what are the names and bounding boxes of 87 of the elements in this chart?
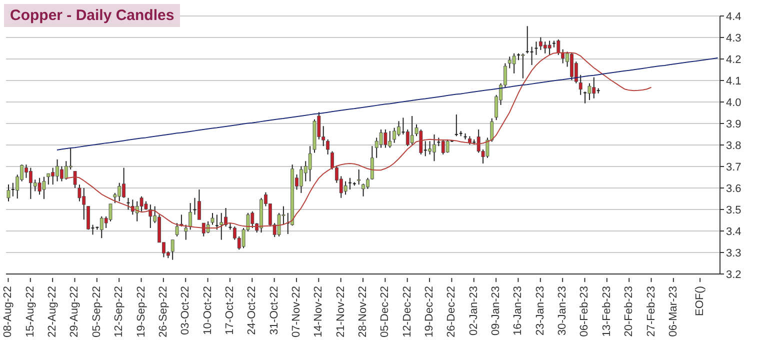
- candlestick: [11, 182, 14, 197]
- candlestick: [206, 220, 210, 234]
- x-tick-label: 20-Feb-23: [623, 286, 636, 337]
- x-tick-label: 27-Feb-23: [645, 286, 658, 337]
- candlestick: [188, 202, 192, 230]
- candlestick: [410, 115, 414, 146]
- x-tick-label: 31-Oct-22: [268, 286, 280, 335]
- candlestick: [175, 222, 179, 237]
- x-tick-label: 21-Nov-22: [334, 286, 347, 338]
- candlestick: [402, 117, 405, 135]
- candlestick: [428, 140, 432, 155]
- x-tick-label: 26-Dec-22: [446, 286, 458, 338]
- x-tick-label: 03-Oct-22: [180, 286, 192, 335]
- candlestick: [220, 212, 224, 240]
- candlestick: [326, 138, 330, 155]
- candlestick: [215, 214, 218, 230]
- candlestick: [521, 52, 525, 79]
- x-tick-label: 12-Dec-22: [401, 286, 414, 338]
- candlestick: [534, 41, 538, 56]
- y-tick-label: 4.1: [726, 75, 742, 88]
- candlestick: [78, 184, 82, 202]
- x-tick-label: 09-Jan-23: [490, 286, 502, 336]
- candlestick: [91, 224, 94, 236]
- candlestick: [446, 138, 450, 154]
- x-tick-label: 30-Jan-23: [556, 286, 569, 336]
- y-tick-label: 3.2: [726, 268, 742, 281]
- x-tick-label: 24-Oct-22: [246, 286, 258, 335]
- y-tick-label: 3.5: [726, 204, 742, 216]
- candlestick: [584, 91, 587, 104]
- x-tick-label: 26-Sep-22: [157, 286, 170, 338]
- candlestick: [454, 114, 458, 137]
- y-tick-label: 3.9: [726, 118, 742, 130]
- x-tick-label: 06-Mar-23: [667, 286, 680, 337]
- x-tick-label: 06-Feb-23: [578, 286, 591, 337]
- x-tick-label: 19-Sep-22: [135, 286, 148, 338]
- x-tick-label: 08-Aug-22: [2, 286, 14, 338]
- candlestick: [530, 46, 534, 66]
- x-tick-label: 12-Sep-22: [113, 286, 126, 338]
- candlestick: [357, 169, 361, 186]
- y-tick-label: 4.2: [726, 54, 742, 66]
- candlestick: [548, 40, 552, 56]
- candlestick: [170, 239, 174, 260]
- y-tick-label: 4.0: [726, 96, 742, 109]
- candlestick: [330, 150, 334, 170]
- candlestick: [424, 140, 427, 157]
- x-tick-label: 05-Dec-22: [379, 286, 392, 338]
- y-tick-label: 3.6: [726, 182, 742, 195]
- candlestick: [6, 184, 10, 202]
- candlestick: [556, 38, 560, 56]
- x-tick-label: 13-Feb-23: [600, 286, 613, 337]
- x-tick-label: 02-Jan-23: [468, 286, 480, 336]
- x-tick-label: 15-Aug-22: [24, 286, 36, 338]
- x-tick-label: 16-Jan-23: [512, 286, 524, 336]
- y-tick-label: 3.4: [726, 226, 742, 238]
- candlestick: [184, 224, 188, 240]
- chart-title: Copper - Daily Candles: [4, 4, 180, 27]
- x-tick-label: 22-Aug-22: [46, 286, 59, 338]
- line-series: [56, 57, 718, 150]
- candlestick: [512, 52, 516, 74]
- x-tick-label: 14-Nov-22: [312, 286, 325, 338]
- candlestick: [344, 180, 348, 196]
- candlestick: [126, 197, 130, 210]
- x-tick-label: 10-Oct-22: [202, 286, 214, 335]
- x-tick-label: 23-Jan-23: [534, 286, 546, 336]
- y-tick-label: 4.4: [726, 10, 742, 23]
- x-tick-label: 29-Aug-22: [68, 286, 81, 338]
- x-tick-label: 28-Nov-22: [357, 286, 369, 338]
- y-tick-label: 3.7: [726, 161, 742, 174]
- candlestick: [46, 173, 50, 186]
- x-tick-label: 07-Nov-22: [290, 286, 302, 338]
- candlestick: [197, 189, 201, 220]
- candlestick: [392, 127, 396, 144]
- x-tick-label: 17-Oct-22: [224, 286, 236, 335]
- y-tick-label: 4.3: [726, 32, 742, 44]
- candlestick: [588, 82, 592, 101]
- candlestick: [193, 197, 196, 216]
- x-tick-label: 19-Dec-22: [424, 286, 436, 338]
- candlestick: [578, 74, 582, 96]
- y-tick-label: 3.8: [726, 140, 742, 152]
- candlestick: [370, 146, 374, 180]
- y-tick-label: 3.3: [726, 247, 742, 260]
- candlestick: [308, 146, 312, 182]
- x-tick-label: EOF(): [694, 286, 706, 316]
- x-tick-label: 05-Sep-22: [90, 286, 103, 338]
- candlestick: [210, 212, 214, 226]
- candlestick: [86, 206, 90, 230]
- candlestick: [73, 170, 77, 188]
